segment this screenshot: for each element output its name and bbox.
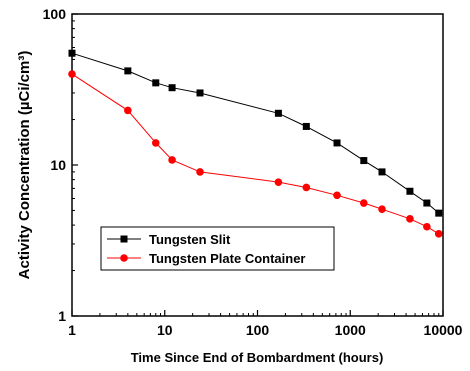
data-point (378, 205, 386, 213)
x-axis-title: Time Since End of Bombardment (hours) (131, 350, 384, 365)
legend-box (100, 226, 335, 271)
data-point (435, 209, 443, 217)
data-point (360, 157, 368, 165)
data-point (423, 222, 431, 231)
series-layer (68, 49, 443, 238)
data-point (124, 67, 132, 75)
x-tick-label: 1 (68, 322, 76, 338)
data-point (333, 191, 341, 200)
data-point (196, 168, 204, 176)
data-point (406, 187, 414, 195)
data-point (302, 183, 311, 192)
data-point (360, 199, 368, 207)
data-point (333, 139, 341, 147)
plot-frame (71, 13, 444, 317)
data-point (168, 156, 176, 164)
x-tick-label: 1000 (335, 322, 366, 338)
data-point (274, 109, 282, 117)
x-tick-label: 10 (157, 322, 173, 338)
series-tungsten-plate-container (68, 70, 443, 238)
data-point (68, 70, 76, 78)
legend: Tungsten Slit Tungsten Plate Container (100, 226, 335, 271)
legend-label: Tungsten Slit (149, 232, 231, 247)
data-point (378, 168, 386, 176)
y-tick-label: 10 (50, 157, 66, 173)
legend-marker (120, 254, 128, 262)
legend-label: Tungsten Plate Container (149, 251, 306, 266)
data-point (168, 84, 176, 92)
data-point (124, 106, 132, 115)
x-tick-label: 10000 (424, 322, 463, 338)
y-tick-label: 1 (58, 308, 66, 324)
data-point (68, 49, 76, 57)
data-point (151, 139, 160, 147)
ticks: 1 10 100 1000 10000 1 10 100 (43, 6, 463, 338)
data-point (406, 215, 414, 223)
x-tick-label: 100 (246, 322, 270, 338)
y-tick-label: 100 (43, 6, 67, 22)
data-point (274, 178, 283, 186)
data-point (302, 122, 310, 130)
data-point (152, 79, 160, 87)
data-point (434, 230, 443, 238)
series-tungsten-slit (68, 49, 443, 217)
series-line (71, 52, 440, 214)
legend-marker (120, 235, 128, 243)
data-point (196, 89, 204, 97)
y-axis-title: Activity Concentration (µCi/cm³) (16, 51, 33, 280)
data-point (423, 199, 431, 207)
